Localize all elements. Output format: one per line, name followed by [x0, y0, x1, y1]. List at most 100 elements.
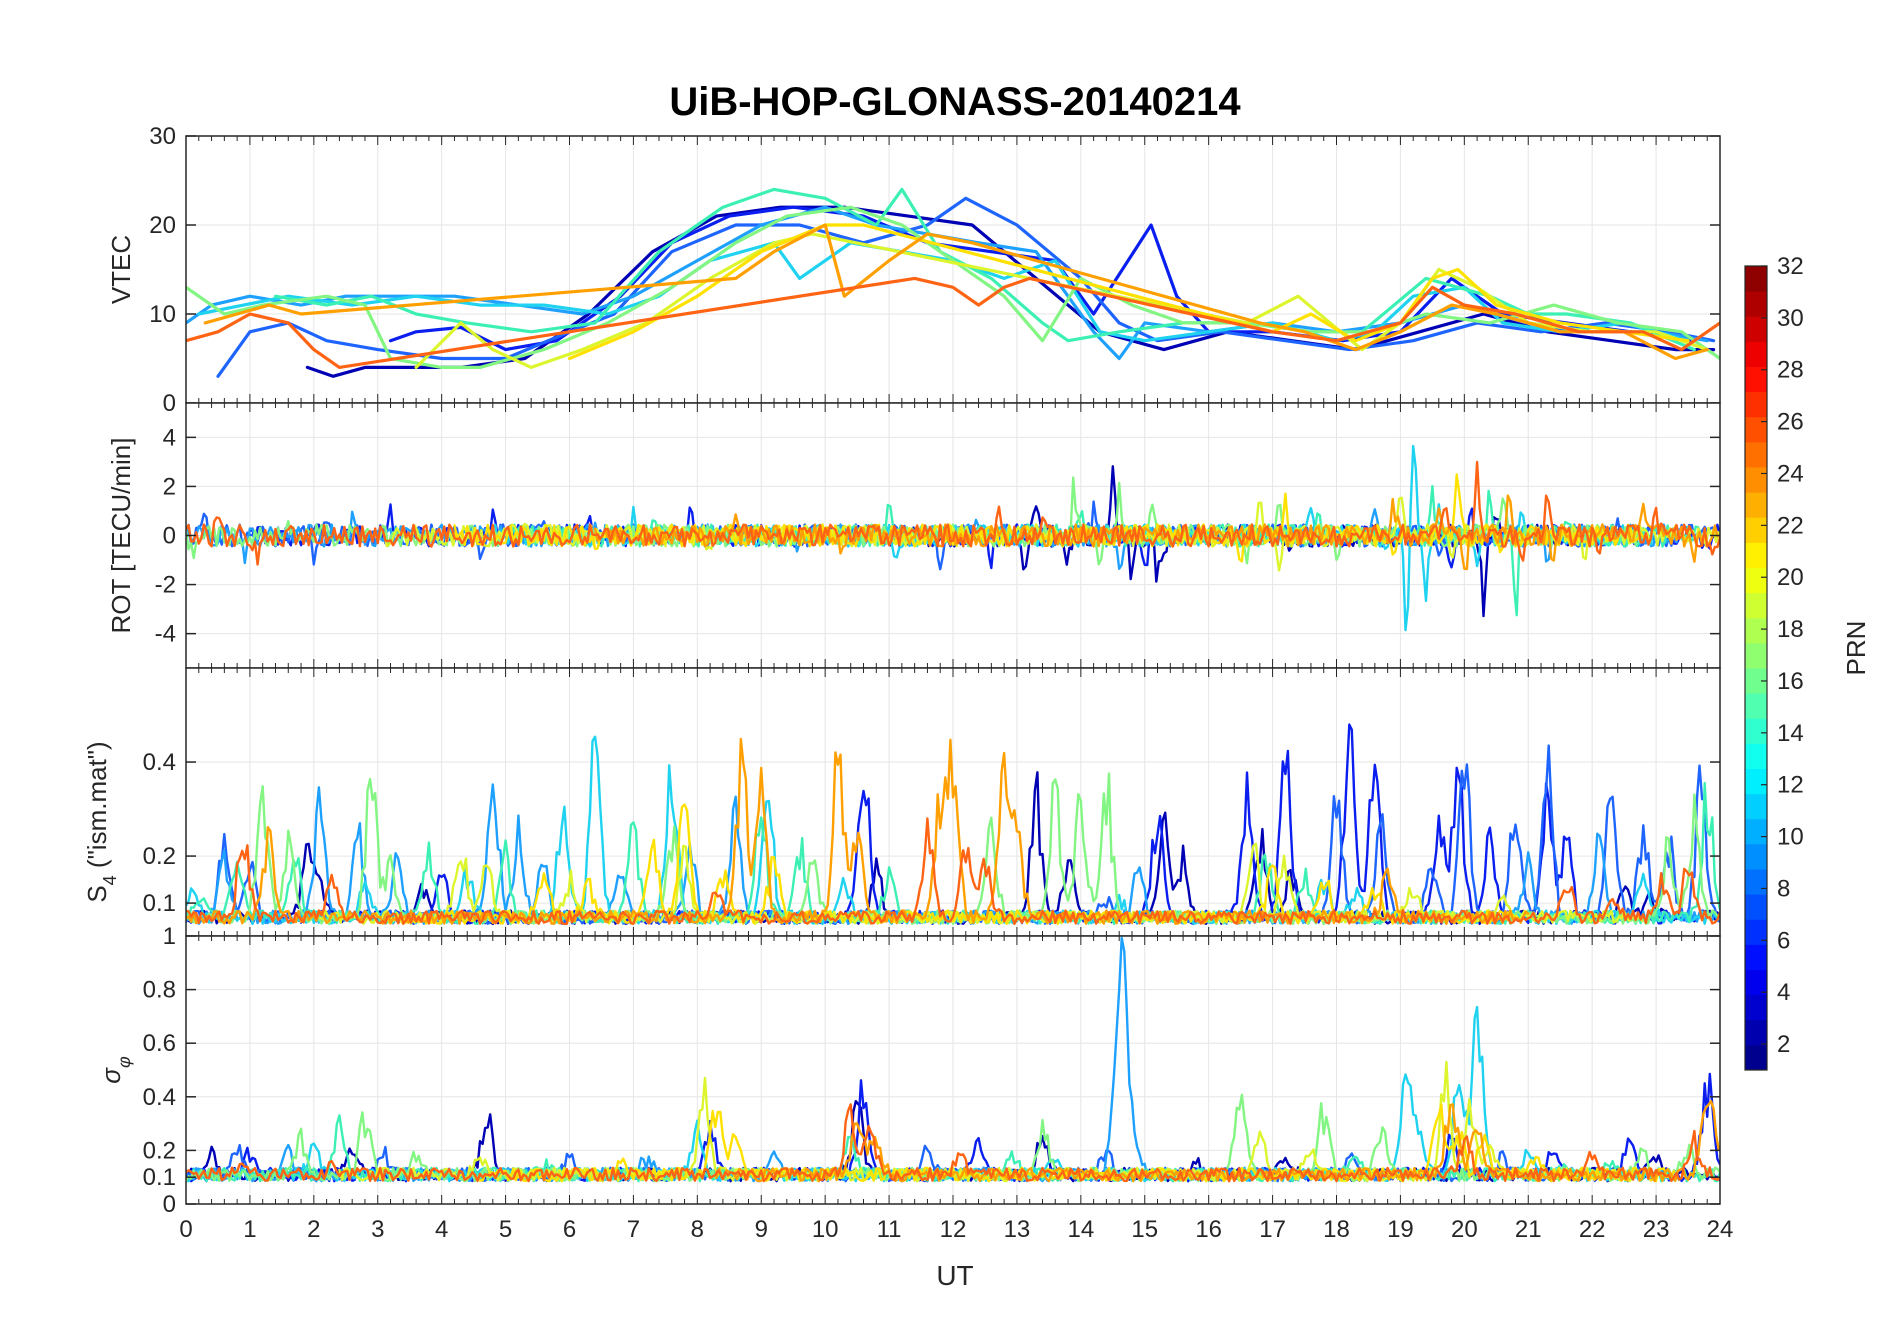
colorbar-segment: [1745, 718, 1767, 744]
colorbar-segment: [1745, 441, 1767, 468]
colorbar-segment: [1745, 316, 1767, 342]
series-line-prn25: [186, 1103, 1720, 1183]
y-tick-label: 4: [163, 424, 176, 451]
colorbar-tick-label: 14: [1777, 720, 1804, 747]
x-tick-label: 4: [435, 1216, 448, 1243]
x-tick-label: 0: [179, 1216, 192, 1243]
x-tick-label: 19: [1387, 1216, 1414, 1243]
x-tick-label: 24: [1707, 1216, 1734, 1243]
colorbar-tick-label: 2: [1777, 1031, 1790, 1058]
colorbar-tick-label: 16: [1777, 668, 1804, 695]
y-tick-label: 0.8: [143, 977, 176, 1004]
x-tick-label: 3: [371, 1216, 384, 1243]
colorbar-tick-label: 24: [1777, 460, 1804, 487]
panel-vtec: 0 10 20 30 VTEC: [106, 123, 1721, 417]
series-line-prn25: [186, 817, 1720, 926]
colorbar-segment: [1745, 668, 1767, 694]
series-line-prn21: [567, 223, 1690, 361]
y-tick-label: 0.4: [143, 1084, 176, 1111]
colorbar-frame: [1744, 265, 1768, 1071]
y-tick-label: -2: [155, 572, 176, 599]
x-tick-label: 5: [499, 1216, 512, 1243]
colorbar-segment: [1745, 567, 1767, 594]
colorbar-segment: [1745, 517, 1767, 543]
x-tick-label: 1: [243, 1216, 256, 1243]
colorbar-segment: [1745, 919, 1767, 945]
colorbar-segment: [1745, 843, 1767, 870]
x-tick-label: 22: [1579, 1216, 1606, 1243]
colorbar-segment: [1745, 743, 1767, 769]
x-axis-label: UT: [936, 1260, 973, 1291]
y-tick-label: 0.4: [143, 749, 176, 776]
colorbar-tick-label: 28: [1777, 357, 1804, 384]
x-tick-label: 12: [940, 1216, 967, 1243]
x-tick-label: 2: [307, 1216, 320, 1243]
colorbar-segment: [1745, 416, 1767, 443]
series-group: [186, 723, 1720, 926]
colorbar-segment: [1745, 768, 1767, 795]
colorbar-segment: [1745, 693, 1767, 719]
x-tick-label: 20: [1451, 1216, 1478, 1243]
colorbar-segment: [1745, 391, 1767, 418]
x-tick-label: 17: [1259, 1216, 1286, 1243]
series-line-prn25: [186, 276, 1720, 369]
colorbar-segment: [1745, 994, 1767, 1021]
y-tick-label: 20: [149, 212, 176, 239]
colorbar-segment: [1745, 341, 1767, 367]
colorbar-tick-label: 4: [1777, 979, 1790, 1006]
colorbar-segment: [1745, 642, 1767, 669]
colorbar-tick-label: 26: [1777, 409, 1804, 436]
x-tick-label: 7: [627, 1216, 640, 1243]
y-tick-label: 1: [163, 923, 176, 950]
panel-rot: -4 -2 0 2 4 ROT [TECU/min]: [106, 402, 1721, 669]
colorbar-tick-label: 10: [1777, 824, 1804, 851]
colorbar-segment: [1745, 1019, 1767, 1046]
x-tick-label: 11: [877, 1216, 902, 1243]
colorbar-tick-label: 30: [1777, 305, 1804, 332]
colorbar-tick-label: 6: [1777, 927, 1790, 954]
x-tick-label: 18: [1323, 1216, 1350, 1243]
x-tick-label: 21: [1515, 1216, 1542, 1243]
axes-frame: [185, 935, 1721, 1205]
y-tick-label: 10: [149, 301, 176, 328]
colorbar-segment: [1745, 793, 1767, 820]
colorbar-segment: [1745, 542, 1767, 568]
x-tick-label: 10: [812, 1216, 839, 1243]
colorbar-segment: [1745, 818, 1767, 845]
colorbar-tick-label: 12: [1777, 772, 1804, 799]
colorbar-segment: [1745, 617, 1767, 644]
colorbar-tick-label: 8: [1777, 875, 1790, 902]
colorbar-segment: [1745, 869, 1767, 895]
y-tick-label: 0.2: [143, 1137, 176, 1164]
y-tick-label: 30: [149, 123, 176, 150]
y-tick-label: 0.1: [143, 890, 176, 917]
y-tick-label: 0.1: [143, 1164, 176, 1191]
colorbar-segment: [1745, 894, 1767, 920]
series-line-prn23: [203, 223, 1709, 361]
colorbar-segment: [1745, 944, 1767, 970]
y-tick-label: 2: [163, 473, 176, 500]
chart-title: UiB-HOP-GLONASS-20140214: [669, 80, 1241, 124]
y-tick-label: -4: [155, 621, 176, 648]
colorbar-tick-label: 20: [1777, 564, 1804, 591]
x-tick-label: 6: [563, 1216, 576, 1243]
series-group: [186, 444, 1720, 632]
x-tick-label: 15: [1131, 1216, 1158, 1243]
x-tick-label: 8: [691, 1216, 704, 1243]
colorbar-segment: [1745, 592, 1767, 619]
series-line-prn21: [402, 803, 1517, 925]
panel-s4: 0.10.20.4S4 ("ism.mat"): [82, 667, 1721, 937]
series-line-prn25: [186, 460, 1720, 566]
colorbar-tick-label: 32: [1777, 253, 1804, 280]
y-tick-label: 0: [163, 1191, 176, 1218]
x-tick-label: 16: [1195, 1216, 1222, 1243]
colorbar-tick-label: 22: [1777, 512, 1804, 539]
colorbar-segment: [1745, 969, 1767, 996]
y-tick-label: 0: [163, 523, 176, 550]
series-group: [186, 936, 1720, 1183]
x-tick-label: 23: [1643, 1216, 1670, 1243]
colorbar-segment: [1745, 291, 1767, 317]
colorbar-segment: [1745, 366, 1767, 393]
